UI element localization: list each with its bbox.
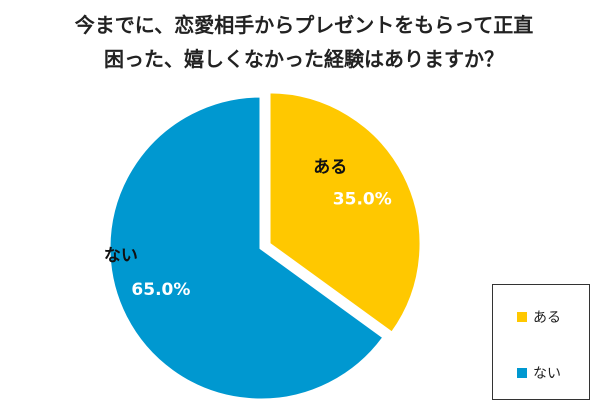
slice-label-nai: ない bbox=[104, 246, 138, 266]
chart-title: 今までに、恋愛相手からプレゼントをもらって正直 困った、嬉しくなかった経験はあり… bbox=[0, 8, 608, 76]
chart-title-line-1: 今までに、恋愛相手からプレゼントをもらって正直 bbox=[74, 13, 534, 37]
legend-swatch-aru bbox=[517, 312, 527, 322]
chart-title-line-2: 困った、嬉しくなかった経験はありますか？ bbox=[104, 47, 504, 71]
slice-label-aru: ある bbox=[313, 158, 347, 178]
legend-item-nai: ない bbox=[517, 363, 561, 383]
legend-swatch-nai bbox=[517, 368, 527, 378]
slice-value-nai: 65.0% bbox=[131, 280, 190, 300]
pie-slice-aru bbox=[267, 90, 423, 336]
chart-legend: ある ない bbox=[492, 284, 590, 400]
legend-item-aru: ある bbox=[517, 307, 561, 327]
legend-label-nai: ない bbox=[533, 366, 561, 382]
legend-label-aru: ある bbox=[533, 310, 561, 326]
pie-slice-nai bbox=[107, 94, 387, 402]
slice-value-aru: 35.0% bbox=[333, 190, 392, 210]
